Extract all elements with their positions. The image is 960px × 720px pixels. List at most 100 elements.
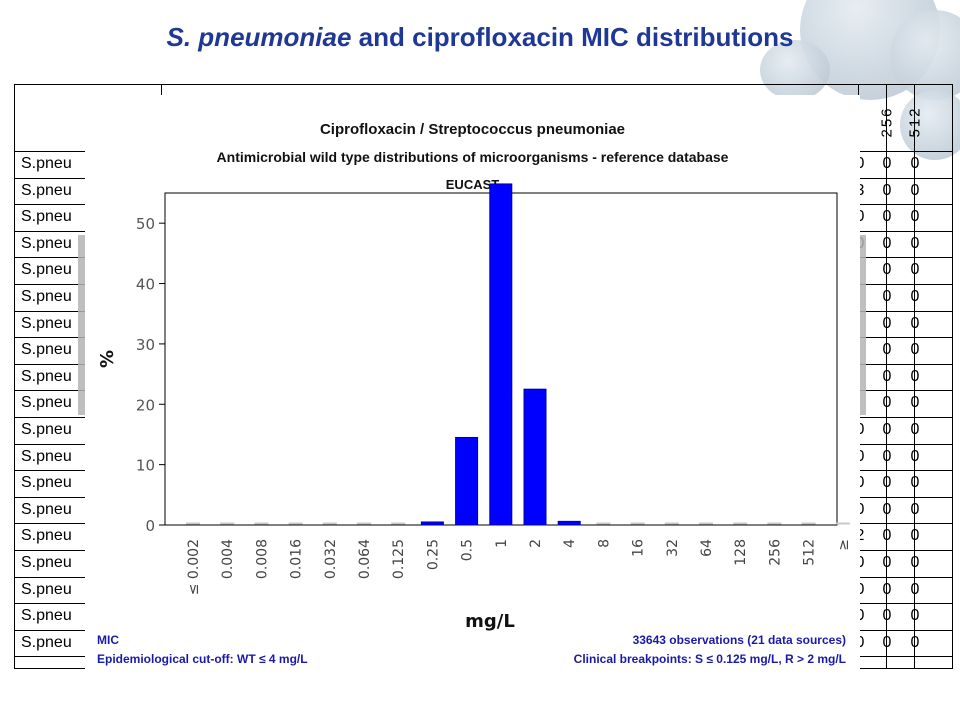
x-tick-label: 128: [733, 539, 749, 566]
x-axis-label: mg/L: [465, 611, 515, 632]
background-blob: [890, 10, 960, 100]
x-tick-label: 2: [528, 539, 544, 548]
table-col-line: [914, 85, 915, 668]
table-cell-count: 0: [910, 474, 920, 492]
chart-source: EUCAST: [445, 177, 500, 192]
x-tick-label: 0.5: [460, 539, 476, 561]
table-row-organism: S.pneu: [21, 394, 72, 412]
table-cell-count: 0: [882, 288, 892, 305]
table-cell-count: 0: [855, 208, 865, 226]
x-tick-label: 64: [699, 539, 715, 557]
table-cell-count: 0: [910, 288, 920, 305]
table-cell-count: 0: [910, 607, 920, 625]
table-cell-count: 0: [882, 155, 892, 172]
x-tick-label: 512: [802, 539, 818, 566]
table-row-organism: S.pneu: [21, 421, 72, 438]
bar: [489, 183, 513, 526]
background-blob: [900, 90, 960, 160]
y-tick-label: 0: [145, 517, 155, 535]
x-tick-label: ≤ 0.002: [186, 539, 202, 595]
table-cell-count: 0: [910, 234, 920, 252]
x-tick-label: 1: [494, 539, 510, 548]
table-row-organism: S.pneu: [21, 580, 72, 598]
footer-mic: MIC: [97, 633, 119, 647]
slide-title: S. pneumoniae and ciprofloxacin MIC dist…: [0, 22, 960, 53]
footer-breakpoints: Clinical breakpoints: S ≤ 0.125 mg/L, R …: [573, 652, 846, 666]
table-row-organism: S.pneu: [21, 314, 72, 332]
footer-ecoff: Epidemiological cut-off: WT ≤ 4 mg/L: [97, 652, 308, 666]
table-cell-count: 0: [855, 421, 865, 438]
table-cell-count: 0: [910, 367, 920, 385]
table-cell-count: 0: [910, 527, 920, 545]
table-cell-count: 0: [882, 527, 892, 545]
table-cell-count: 0: [910, 341, 920, 359]
table-cell-count: 0: [910, 155, 920, 172]
table-row-organism: S.pneu: [21, 474, 72, 492]
table-cell-count: 0: [882, 421, 892, 438]
table-cell-count: 0: [910, 580, 920, 598]
x-tick-label: 4: [562, 539, 578, 548]
chart-subtitle: Antimicrobial wild type distributions of…: [216, 149, 729, 165]
table-row-organism: S.pneu: [21, 181, 72, 199]
x-tick-label: 32: [665, 539, 681, 557]
table-cell-count: 0: [855, 607, 865, 625]
table-cell-count: 0: [855, 580, 865, 598]
table-cell-count: 0: [855, 155, 865, 172]
table-cell-count: 0: [855, 500, 865, 518]
table-cell-count: 0: [910, 554, 920, 571]
table-row-organism: S.pneu: [21, 527, 72, 545]
table-cell-count: 0: [910, 314, 920, 332]
table-cell-count: 0: [882, 580, 892, 598]
bar: [557, 520, 581, 526]
x-tick-label: 0.125: [391, 539, 407, 579]
mic-histogram: 0 10 20 30 40 50% ≤ 0.002 0.004 0.008 0.016 0.032 0…: [97, 183, 852, 632]
table-cell-count: 0: [855, 554, 865, 571]
table-row-organism: S.pneu: [21, 208, 72, 226]
table-row-organism: S.pneu: [21, 367, 72, 385]
table-row-organism: S.pneu: [21, 633, 72, 651]
chart-title: Ciprofloxacin / Streptococcus pneumoniae: [319, 121, 626, 138]
y-tick-label: 30: [136, 336, 155, 354]
slide-title-rest: and ciprofloxacin MIC distributions: [351, 22, 794, 52]
x-tick-label: 0.008: [254, 539, 270, 579]
table-cell-count: 0: [910, 261, 920, 279]
table-cell-count: 0: [882, 474, 892, 492]
y-tick-label: 50: [136, 215, 155, 233]
table-cell-count: 0: [882, 314, 892, 332]
table-header-mic: 512: [906, 106, 924, 138]
table-row-organism: S.pneu: [21, 288, 72, 305]
table-row-organism: S.pneu: [21, 261, 72, 279]
table-cell-count: 0: [882, 500, 892, 518]
table-cell-count: 0: [855, 474, 865, 492]
table-cell-count: 0: [882, 607, 892, 625]
table-cell-count: 0: [910, 421, 920, 438]
x-tick-label: 16: [631, 539, 647, 557]
panel-shadow-right: [858, 235, 866, 415]
bar: [455, 436, 479, 526]
x-tick-label: ≥: [836, 539, 852, 551]
bar: [523, 388, 547, 526]
table-cell-count: 0: [882, 394, 892, 412]
table-cell-count: 0: [882, 341, 892, 359]
y-tick-label: 10: [136, 457, 155, 475]
table-row-organism: S.pneu: [21, 234, 72, 252]
table-row-organism: S.pneu: [21, 155, 72, 172]
table-cell-count: 0: [910, 181, 920, 199]
table-cell-count: 0: [910, 500, 920, 518]
table-cell-count: 0: [910, 208, 920, 226]
table-cell-count: 0: [910, 394, 920, 412]
y-tick-label: 20: [136, 396, 155, 414]
slide-title-italic: S. pneumoniae: [166, 22, 352, 52]
table-row-organism: S.pneu: [21, 554, 72, 571]
y-tick-label: 40: [136, 276, 155, 294]
y-axis-label: %: [97, 350, 118, 368]
table-cell-count: 0: [855, 447, 865, 465]
table-cell-count: 3: [855, 181, 865, 199]
table-cell-count: 2: [855, 527, 865, 545]
table-cell-count: 0: [910, 447, 920, 465]
x-tick-label: 0.064: [357, 539, 373, 579]
table-cell-count: 0: [882, 234, 892, 252]
table-row-organism: S.pneu: [21, 341, 72, 359]
table-row-organism: S.pneu: [21, 607, 72, 625]
table-header-mic: 256: [878, 106, 896, 138]
